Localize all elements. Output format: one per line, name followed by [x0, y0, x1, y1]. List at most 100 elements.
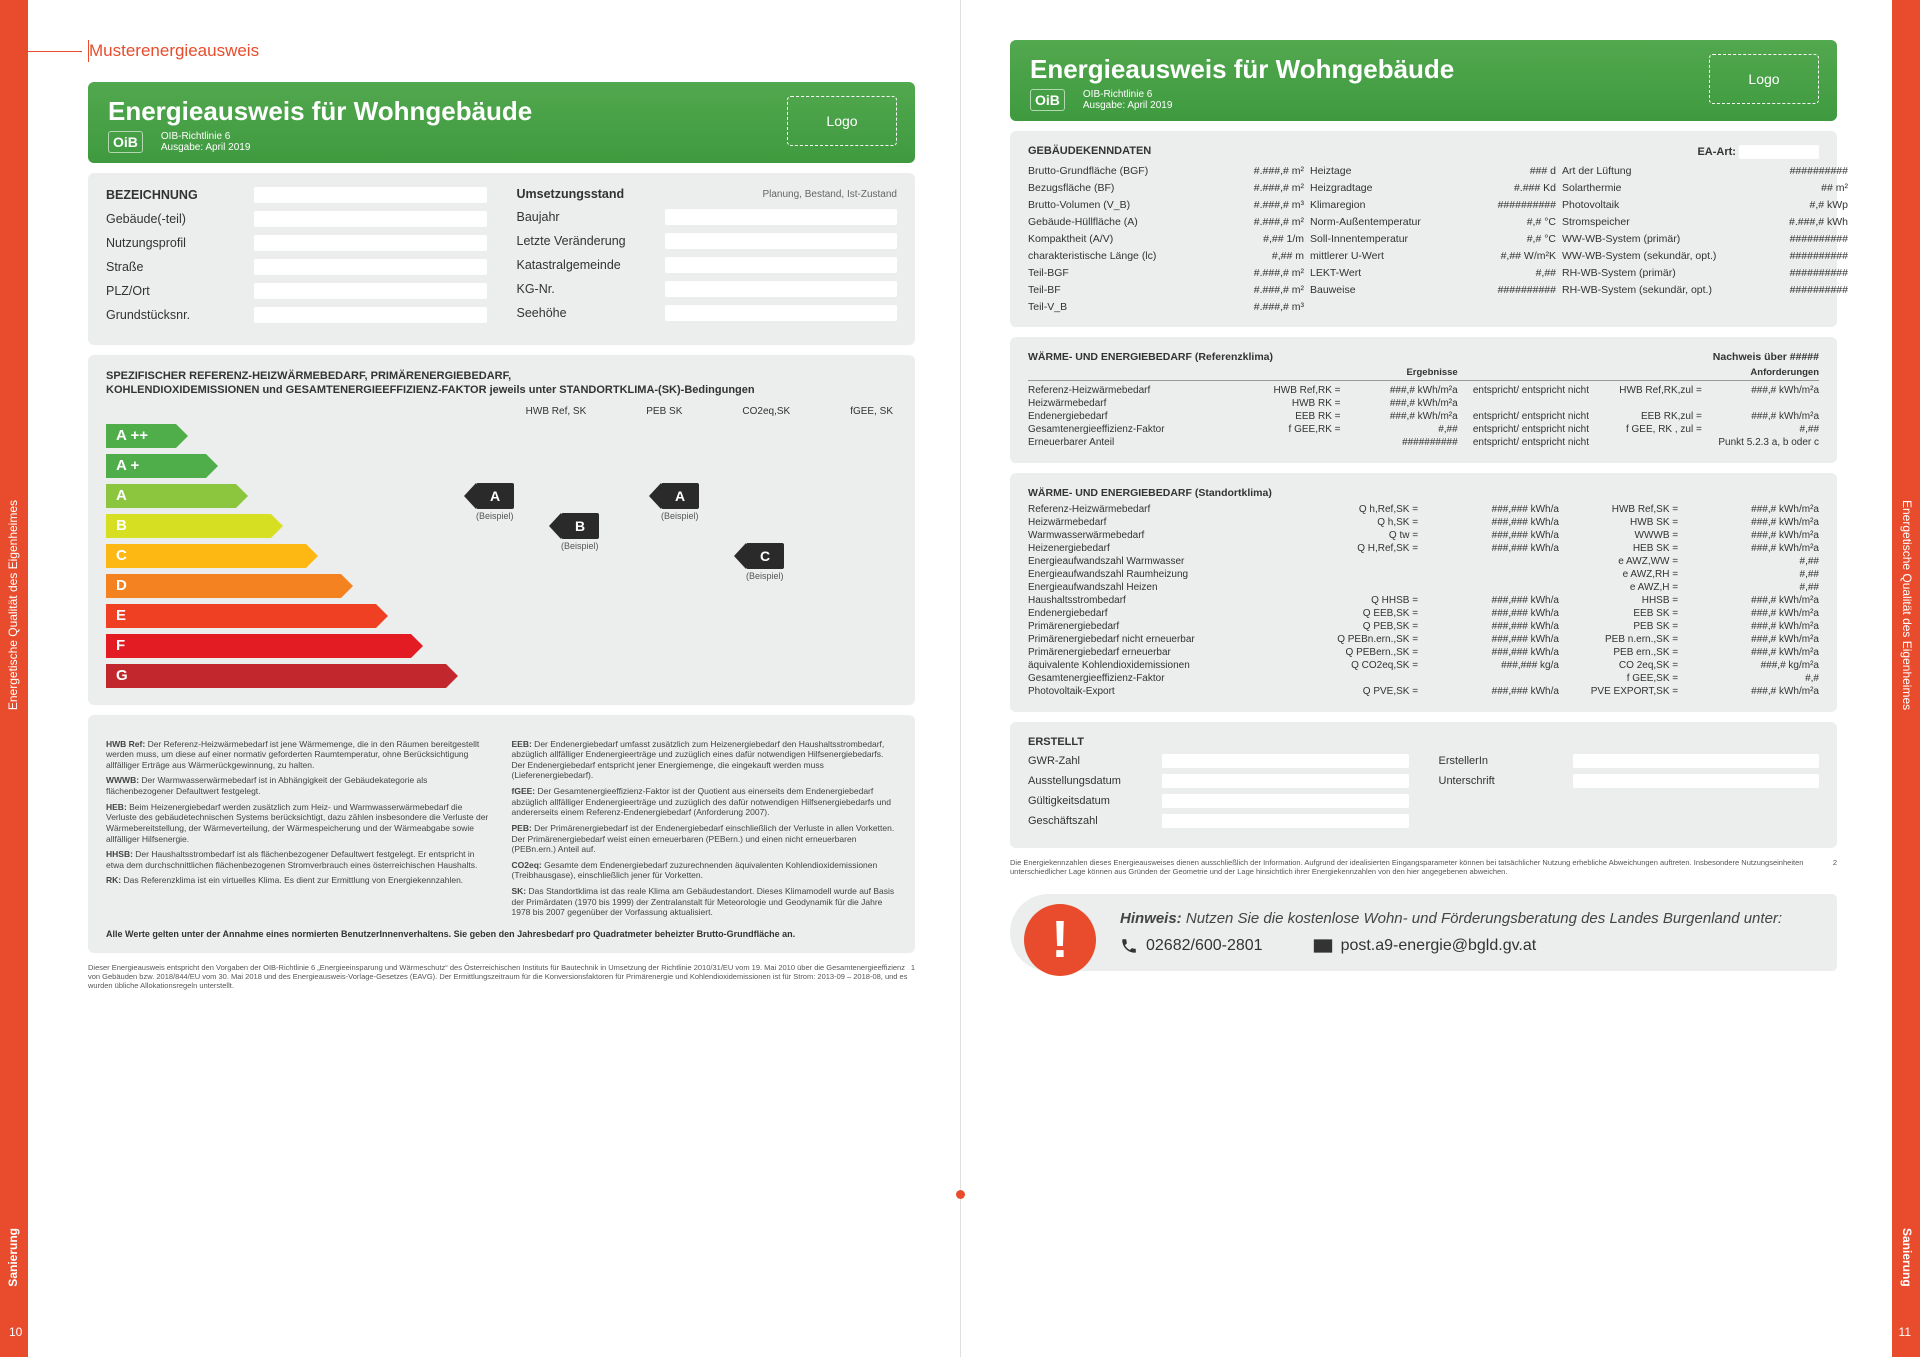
gdata-cell: #.###,# m²	[1214, 216, 1304, 228]
phone-contact: 02682/600-2801	[1120, 937, 1263, 955]
gdata-cell: RH-WB-System (sekundär, opt.)	[1562, 284, 1752, 296]
mail-contact: post.a9-energie@bgld.gv.at	[1313, 937, 1537, 955]
mail-icon	[1313, 938, 1333, 954]
energy-arrow-A +: A +	[106, 454, 206, 478]
field-row: Katastralgemeinde	[517, 257, 898, 273]
definition: HWB Ref: Der Referenz-Heizwärmebedarf is…	[106, 739, 492, 771]
erstellt-slot	[1162, 814, 1409, 828]
ident-head-left: BEZEICHNUNG	[106, 188, 246, 202]
energy-arrow-D: D	[106, 574, 341, 598]
energy-arrow-F: F	[106, 634, 411, 658]
definition: WWWB: Der Warmwasserwärmebedarf ist in A…	[106, 775, 492, 796]
gdata-cell: ##########	[1758, 250, 1848, 262]
gdata-cell: #.###,# m²	[1214, 284, 1304, 296]
fine-text: Dieser Energieausweis entspricht den Vor…	[88, 963, 907, 990]
gdata-cell: Teil-BGF	[1028, 267, 1208, 279]
gdata-cell: ##########	[1758, 284, 1848, 296]
erstellt-slot	[1573, 774, 1820, 788]
gdata-cell: WW-WB-System (sekundär, opt.)	[1562, 250, 1752, 262]
field-label: Baujahr	[517, 210, 657, 224]
oib-line2: Ausgabe: April 2019	[161, 142, 251, 153]
erstellt-row: Gültigkeitsdatum	[1028, 794, 1409, 808]
oib-line2-r: Ausgabe: April 2019	[1083, 100, 1173, 111]
field-label: Grundstücksnr.	[106, 308, 246, 322]
left-spine: Energetische Qualität des Eigenheimes Sa…	[0, 0, 28, 1357]
field-slot	[665, 257, 898, 273]
field-label: Seehöhe	[517, 306, 657, 320]
gdata-cell: #,## 1/m	[1214, 233, 1304, 245]
erstellt-head: ERSTELLT	[1028, 736, 1819, 748]
gdata-cell: Photovoltaik	[1562, 199, 1752, 211]
pointer-note: (Beispiel)	[476, 511, 514, 521]
spine-category-right: Sanierung	[1900, 1228, 1914, 1287]
chart-col: fGEE, SK	[850, 406, 893, 417]
page-right: Energieausweis für Wohngebäude OiB OIB-R…	[960, 0, 1892, 1357]
pointer-B: B	[561, 513, 599, 539]
field-slot	[665, 305, 898, 321]
mail-address: post.a9-energie@bgld.gv.at	[1341, 937, 1537, 955]
stk-row: Energieaufwandszahl Heizen e AWZ,H =#,##	[1028, 581, 1819, 594]
field-row: Grundstücksnr.	[106, 307, 487, 323]
field-label: KG-Nr.	[517, 282, 657, 296]
gdata-cell: #.###,# m³	[1214, 301, 1304, 313]
erstellt-label: Gültigkeitsdatum	[1028, 795, 1148, 807]
spine-topic-right: Energetische Qualität des Eigenheimes	[1900, 500, 1914, 710]
gdata-cell: Klimaregion	[1310, 199, 1460, 211]
field-slot	[665, 209, 898, 225]
field-label: Nutzungsprofil	[106, 236, 246, 250]
erstellt-row: Geschäftszahl	[1028, 814, 1409, 828]
chart-col: CO2eq,SK	[742, 406, 790, 417]
logo-placeholder-r: Logo	[1709, 54, 1819, 104]
energy-class-row: A +	[106, 451, 897, 481]
gdata-cell: LEKT-Wert	[1310, 267, 1460, 279]
erstellt-label: Ausstellungsdatum	[1028, 775, 1148, 787]
energy-class-row: F	[106, 631, 897, 661]
gdata-cell: Soll-Innentemperatur	[1310, 233, 1460, 245]
inner-page-num: 1	[911, 963, 915, 972]
erstellt-slot	[1162, 794, 1409, 808]
energy-arrow-G: G	[106, 664, 446, 688]
oib-logo-r: OiB	[1030, 89, 1065, 111]
ident-head-right: Umsetzungsstand	[517, 187, 657, 201]
gdata-cell: RH-WB-System (primär)	[1562, 267, 1752, 279]
gdata-cell: #.###,# m²	[1214, 165, 1304, 177]
energy-arrow-E: E	[106, 604, 376, 628]
right-spine: Energetische Qualität des Eigenheimes Sa…	[1892, 0, 1920, 1357]
field-row: Nutzungsprofil	[106, 235, 487, 251]
stk-row: HeizenergiebedarfQ H,Ref,SK =###,### kWh…	[1028, 542, 1819, 555]
gdata-cell: Brutto-Volumen (V_B)	[1028, 199, 1208, 211]
definitions-block: HWB Ref: Der Referenz-Heizwärmebedarf is…	[88, 715, 915, 953]
building-data-grid: Brutto-Grundfläche (BGF)#.###,# m²Heizta…	[1028, 165, 1819, 313]
chart-columns: HWB Ref, SKPEB SKCO2eq,SKfGEE, SK	[106, 406, 893, 417]
phone-number: 02682/600-2801	[1146, 937, 1263, 955]
definition: HEB: Beim Heizenergiebedarf werden zusät…	[106, 802, 492, 845]
erstellt-label: ErstellerIn	[1439, 755, 1559, 767]
pointer-note: (Beispiel)	[746, 571, 784, 581]
definition: SK: Das Standortklima ist das reale Klim…	[512, 886, 898, 918]
gdata-cell	[1562, 301, 1752, 313]
oib-line1: OIB-Richtlinie 6	[161, 131, 230, 142]
gdata-cell: Teil-BF	[1028, 284, 1208, 296]
certificate-header-right: Energieausweis für Wohngebäude OiB OIB-R…	[1010, 40, 1837, 121]
gdata-cell: ##########	[1758, 267, 1848, 279]
ref-sub-r: Anforderungen	[1702, 367, 1819, 378]
stk-row: Primärenergiebedarf erneuerbarQ PEBern.,…	[1028, 646, 1819, 659]
energy-arrow-A: A	[106, 484, 236, 508]
hinweis-box: ! Hinweis: Nutzen Sie die kostenlose Woh…	[1010, 894, 1837, 971]
exclaim-icon: !	[1024, 904, 1096, 976]
gdata-cell: Bezugsfläche (BF)	[1028, 182, 1208, 194]
cert-title-r: Energieausweis für Wohngebäude	[1030, 54, 1817, 85]
field-label: Letzte Veränderung	[517, 234, 657, 248]
erstellt-label: GWR-Zahl	[1028, 755, 1148, 767]
definition: PEB: Der Primärenergiebedarf ist der End…	[512, 823, 898, 855]
spine-category-left: Sanierung	[6, 1228, 20, 1287]
definition: EEB: Der Endenergiebedarf umfasst zusätz…	[512, 739, 898, 782]
energy-class-row: E	[106, 601, 897, 631]
gdata-cell: charakteristische Länge (lc)	[1028, 250, 1208, 262]
building-data-block: GEBÄUDEKENNDATEN EA-Art: Brutto-Grundflä…	[1010, 131, 1837, 327]
erstellt-slot	[1162, 754, 1409, 768]
page-left: Musterenergieausweis Energieausweis für …	[28, 0, 960, 1357]
energy-class-row: G	[106, 661, 897, 691]
site-climate-block: WÄRME- UND ENERGIEBEDARF (Standortklima)…	[1010, 473, 1837, 712]
section-title: Musterenergieausweis	[88, 40, 915, 62]
